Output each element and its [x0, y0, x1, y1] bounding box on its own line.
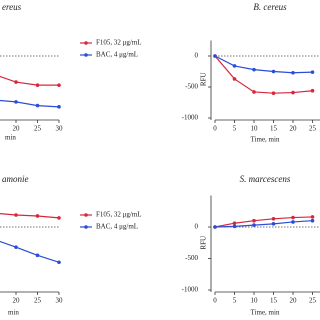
- data-point: [291, 90, 295, 95]
- x-tick-label: 25: [309, 297, 317, 305]
- x-tick-label: 0: [213, 297, 217, 305]
- x-tick-label: 5: [233, 297, 237, 305]
- data-point: [252, 90, 256, 94]
- data-point: [14, 80, 18, 84]
- data-point: [35, 253, 40, 258]
- data-point: [271, 69, 276, 74]
- legend-marker: [84, 41, 88, 45]
- series-line: [214, 55, 313, 94]
- legend-label: F105, 32 μg/mL: [96, 39, 142, 47]
- data-point: [213, 54, 217, 58]
- data-point: [213, 225, 217, 229]
- data-point: [252, 218, 256, 223]
- y-axis-label: RFU: [200, 72, 208, 86]
- data-point: [57, 83, 61, 87]
- data-point: [310, 215, 315, 219]
- chart-title: ereus: [2, 2, 22, 12]
- x-axis-label: Time, min: [251, 136, 280, 144]
- series-line: [214, 216, 313, 228]
- y-axis-label: RFU: [200, 236, 208, 250]
- data-point: [232, 224, 237, 229]
- x-tick-label: 20: [290, 125, 298, 133]
- data-point: [310, 218, 315, 223]
- data-point: [35, 214, 40, 218]
- data-point: [252, 223, 256, 227]
- data-point: [271, 91, 276, 95]
- data-point: [291, 70, 295, 75]
- x-tick-label: 10: [251, 297, 259, 305]
- data-point: [232, 64, 237, 68]
- x-axis-label: min: [8, 309, 19, 317]
- y-tick-label: -500: [185, 254, 198, 262]
- chart-title: B. cereus: [253, 2, 287, 12]
- series-line: [214, 220, 313, 228]
- data-point: [57, 216, 61, 220]
- x-tick-label: 10: [251, 125, 259, 133]
- data-point: [232, 77, 237, 81]
- data-point: [252, 67, 256, 72]
- data-point: [57, 105, 61, 109]
- y-tick-label: 0: [195, 52, 199, 60]
- data-point: [291, 215, 295, 220]
- chart-title: amonie: [2, 174, 29, 184]
- data-point: [291, 220, 295, 224]
- series-line: [214, 55, 313, 74]
- series-line: [0, 240, 60, 263]
- x-tick-label: 25: [34, 297, 42, 305]
- data-point: [271, 222, 276, 226]
- legend-marker: [84, 213, 88, 217]
- x-axis-label: min: [5, 134, 16, 142]
- x-tick-label: 25: [309, 125, 317, 133]
- y-tick-label: -1000: [182, 286, 199, 294]
- legend-label: BAC, 4 μg/mL: [96, 223, 138, 231]
- data-point: [14, 100, 18, 104]
- data-point: [14, 245, 18, 249]
- x-axis-label: Time, min: [251, 309, 280, 317]
- x-tick-label: 15: [270, 125, 278, 133]
- x-tick-label: 20: [13, 297, 21, 305]
- series-line: [0, 99, 60, 108]
- x-tick-label: 25: [34, 125, 42, 133]
- x-tick-label: 15: [270, 297, 278, 305]
- x-tick-label: 30: [56, 125, 64, 133]
- x-tick-label: 0: [213, 125, 217, 133]
- data-point: [57, 260, 61, 265]
- y-tick-label: 0: [195, 223, 199, 231]
- legend-label: BAC, 4 μg/mL: [96, 51, 138, 59]
- data-point: [35, 103, 40, 108]
- chart-title: S. marcescens: [240, 174, 291, 184]
- y-tick-label: -500: [185, 83, 198, 91]
- x-tick-label: 30: [56, 297, 64, 305]
- y-tick-label: -1000: [182, 114, 199, 122]
- data-point: [310, 70, 315, 74]
- legend-marker: [84, 225, 88, 229]
- data-point: [232, 221, 237, 226]
- x-tick-label: 20: [290, 297, 298, 305]
- data-point: [271, 217, 276, 221]
- legend-label: F105, 32 μg/mL: [96, 211, 142, 219]
- data-point: [14, 213, 18, 217]
- legend-marker: [84, 53, 88, 57]
- data-point: [310, 88, 315, 93]
- series-line: [0, 75, 59, 86]
- x-tick-label: 5: [233, 125, 237, 133]
- x-tick-label: 20: [13, 125, 21, 133]
- series-line: [0, 213, 60, 219]
- data-point: [35, 83, 40, 87]
